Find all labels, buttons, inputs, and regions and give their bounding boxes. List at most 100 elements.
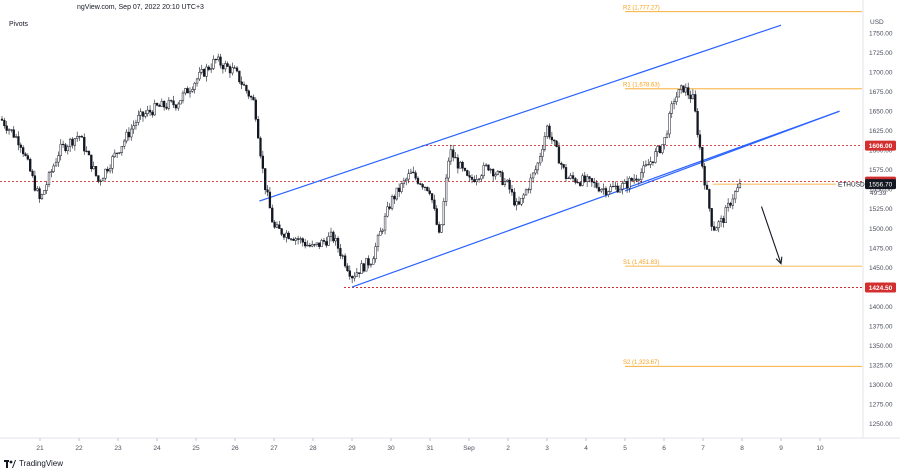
tradingview-logo[interactable]: TradingView <box>4 459 63 468</box>
candle-body <box>694 94 697 112</box>
y-tick-label: 1475.00 <box>869 245 893 252</box>
candle-body <box>597 187 601 192</box>
symbol-label: ETHUSD <box>838 181 865 188</box>
level-badge <box>865 282 896 293</box>
price-axis[interactable]: 1250.00 1275.00 1300.00 1325.00 1350.00 1375.… <box>869 19 893 428</box>
y-tick-label: 1600.00 <box>869 148 893 155</box>
candle-body <box>696 111 699 135</box>
candle-body <box>524 189 528 196</box>
candle-body <box>50 171 53 173</box>
candle-body <box>92 166 95 170</box>
y-tick-label: 1250.00 <box>869 421 893 428</box>
pivot-label: S2 (1,323.67) <box>623 360 659 366</box>
candle-body <box>386 206 389 217</box>
candle-body <box>308 244 312 247</box>
x-tick-label: 26 <box>231 445 239 452</box>
candle-body <box>736 187 739 192</box>
candle-body <box>233 67 236 69</box>
candle-body <box>245 85 248 92</box>
candle-body <box>635 178 638 181</box>
candle-body <box>59 143 62 156</box>
support-resistance-levels <box>0 145 862 288</box>
candlesticks <box>0 53 742 284</box>
candle-body <box>656 146 659 152</box>
candle-body <box>560 163 563 165</box>
candle-body <box>235 67 239 72</box>
candle-body <box>228 66 232 74</box>
x-tick-label: 4 <box>584 445 588 452</box>
candle-body <box>259 137 262 157</box>
candle-body <box>663 136 666 145</box>
candle-body <box>719 218 723 222</box>
candle-body <box>449 149 453 162</box>
candle-body <box>482 165 485 177</box>
candle-body <box>419 183 422 185</box>
candle-body <box>181 92 185 101</box>
y-tick-label: 1275.00 <box>869 402 893 409</box>
candle-body <box>212 58 215 69</box>
candle-body <box>496 170 500 175</box>
candle-body <box>254 99 257 120</box>
candle-body <box>428 190 431 194</box>
candle-body <box>611 186 615 188</box>
candle-body <box>306 244 309 247</box>
candle-body <box>47 172 51 185</box>
candle-body <box>658 146 662 154</box>
candle-body <box>325 241 328 246</box>
candle-body <box>207 66 210 70</box>
candle-body <box>390 196 394 209</box>
x-tick-label: 2 <box>506 445 510 452</box>
candle-body <box>113 152 116 157</box>
candle-body <box>188 90 192 94</box>
candle-body <box>351 276 354 279</box>
candle-body <box>647 164 650 166</box>
candle-body <box>705 184 709 190</box>
candle-body <box>61 143 65 146</box>
y-tick-label: 1375.00 <box>869 324 893 331</box>
candle-body <box>430 193 434 201</box>
candle-body <box>313 244 316 246</box>
candle-body <box>195 78 199 84</box>
candle-body <box>78 136 81 138</box>
candle-body <box>374 246 377 260</box>
pivot-levels: R2 (1,777.27) R1 (1,678.63) S1 (1,451.83) S… <box>623 5 862 367</box>
candle-body <box>539 156 542 164</box>
candle-body <box>40 194 44 200</box>
candle-body <box>383 215 387 231</box>
candle-body <box>360 263 363 274</box>
candle-body <box>484 164 488 166</box>
candle-body <box>362 263 366 272</box>
y-tick-label: 1625.00 <box>869 128 893 135</box>
candle-body <box>400 183 403 192</box>
candle-body <box>672 101 676 105</box>
candle-body <box>202 69 206 77</box>
candle-body <box>543 136 547 150</box>
candle-body <box>200 69 203 73</box>
candle-body <box>285 232 288 238</box>
candle-body <box>567 177 570 180</box>
x-tick-label: 23 <box>114 445 122 452</box>
candle-body <box>80 136 84 138</box>
candle-body <box>625 181 629 189</box>
time-axis[interactable]: 21 22 23 24 25 26 27 28 29 30 31 Sep 2 3 4 5 6 7 8 9 10 <box>36 438 824 452</box>
candle-body <box>367 258 370 266</box>
candle-body <box>198 72 201 80</box>
candle-body <box>405 178 408 182</box>
x-tick-label: 21 <box>36 445 44 452</box>
candle-body <box>529 177 532 190</box>
candle-body <box>461 161 464 169</box>
candle-body <box>19 144 22 148</box>
candle-body <box>271 207 274 223</box>
y-tick-label: 1750.00 <box>869 30 893 37</box>
candle-body <box>435 208 438 225</box>
candle-body <box>395 187 398 200</box>
candle-body <box>506 179 509 182</box>
y-tick-label: 1500.00 <box>869 226 893 233</box>
candle-body <box>31 170 34 176</box>
candle-body <box>54 161 58 167</box>
candle-body <box>555 140 558 147</box>
y-tick-label: 1350.00 <box>869 343 893 350</box>
x-tick-label: 27 <box>270 445 278 452</box>
candle-body <box>557 146 561 164</box>
